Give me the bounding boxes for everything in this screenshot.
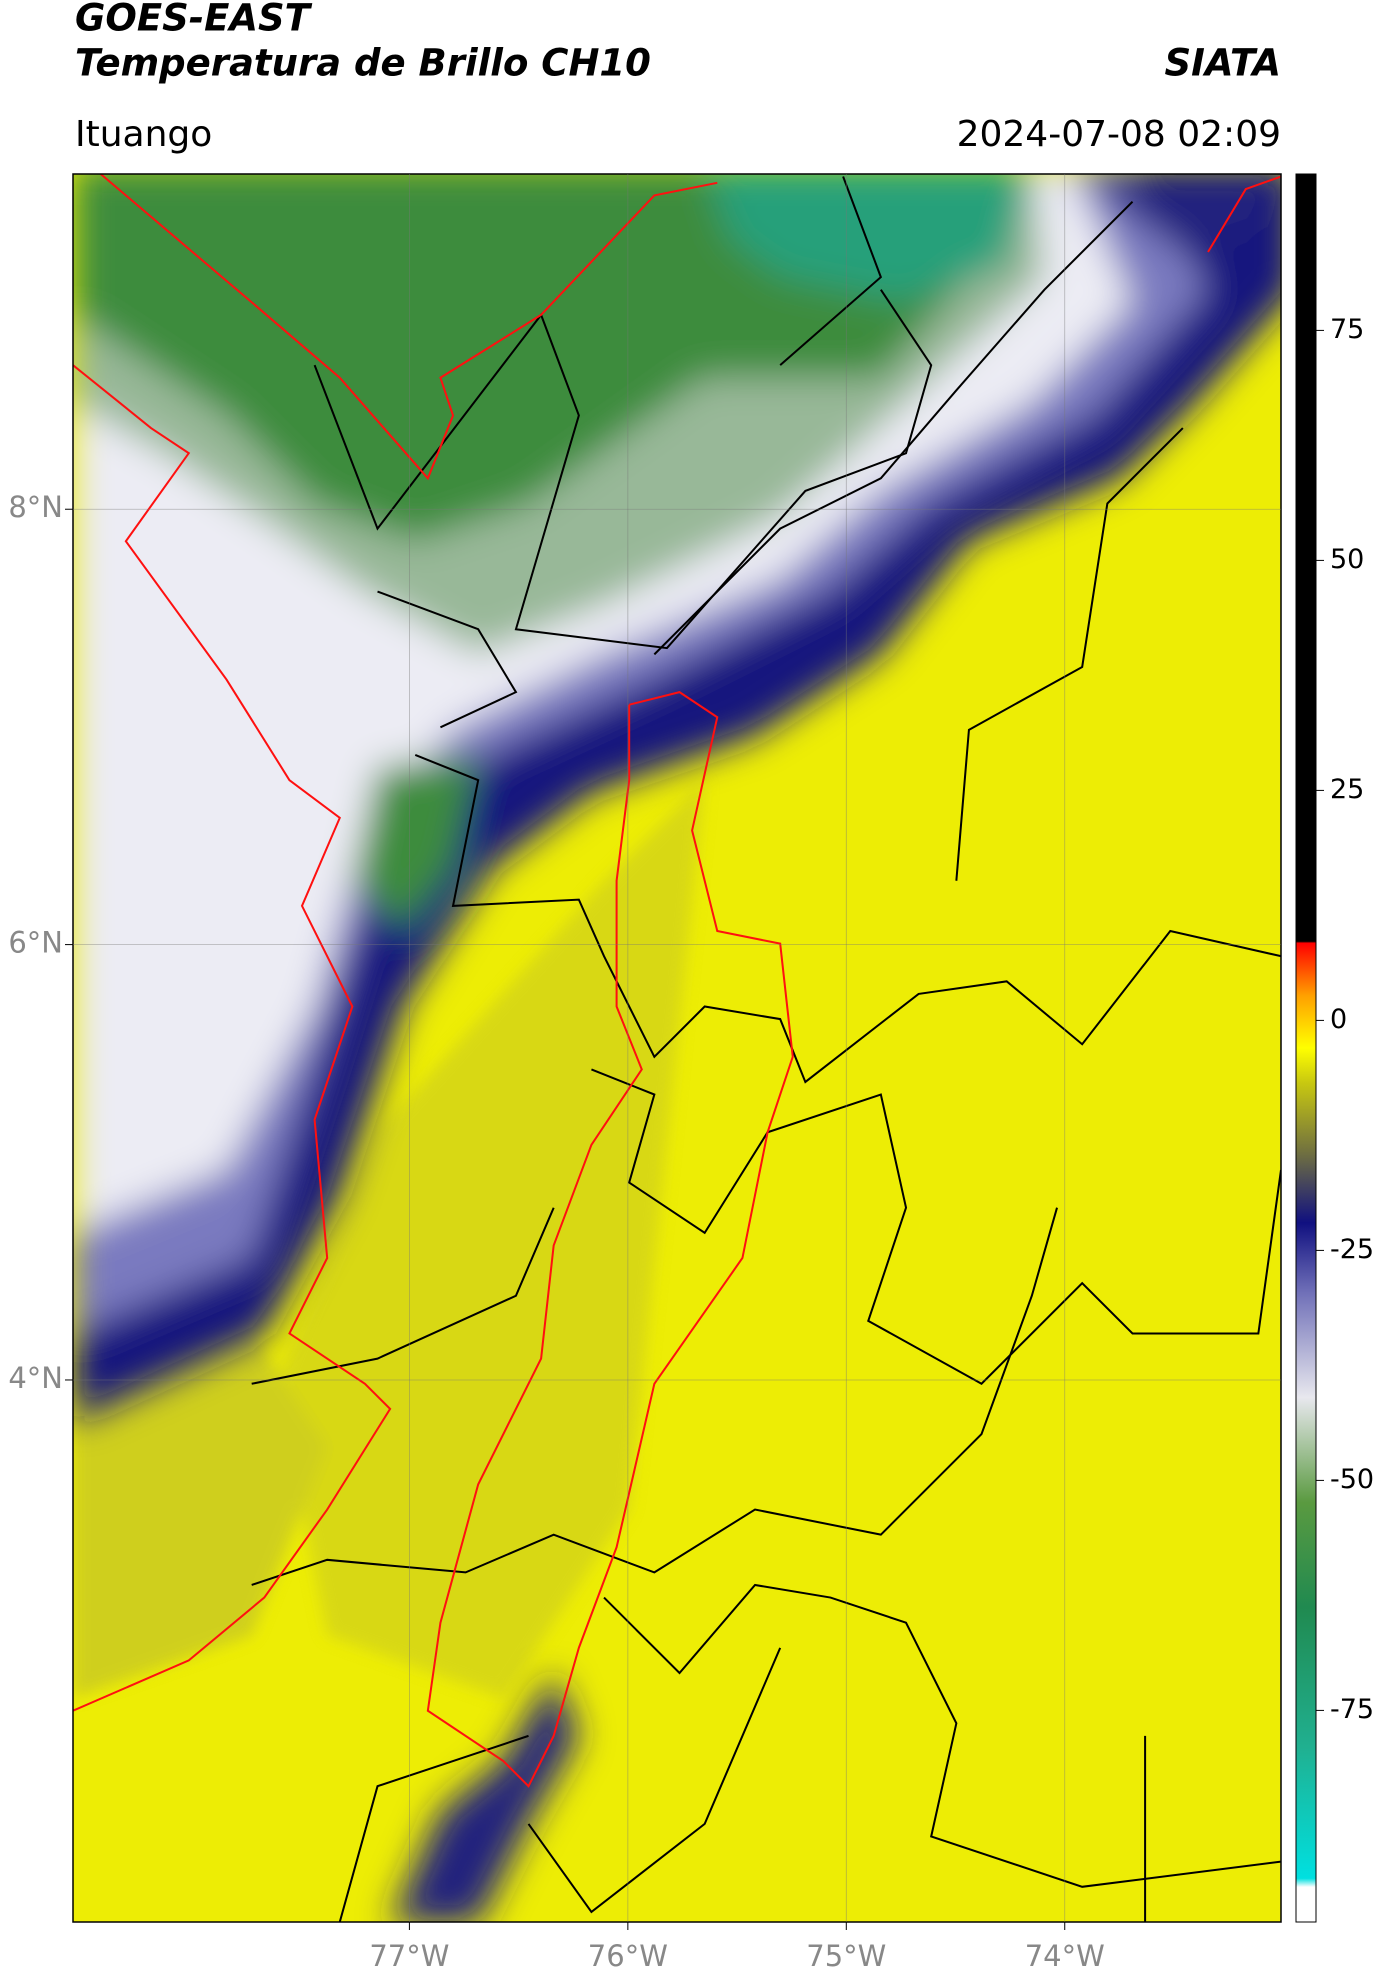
- map-frame: [72, 173, 1282, 1923]
- colorbar: [1295, 173, 1317, 1923]
- colorbar-tick-label: 75: [1330, 314, 1364, 345]
- colorbar-tick-label: -75: [1330, 1694, 1374, 1725]
- lat-tick-label: 8°N: [8, 490, 63, 524]
- lat-tick-label: 4°N: [8, 1361, 63, 1395]
- title: GOES-EAST: [75, 0, 313, 40]
- timestamp: 2024-07-08 02:09: [957, 114, 1281, 155]
- lon-tick-label: 75°W: [806, 1939, 886, 1973]
- colorbar-tick-label: 50: [1330, 544, 1364, 575]
- lon-tick-label: 74°W: [1025, 1939, 1105, 1973]
- satellite-image: [73, 174, 1281, 1922]
- lon-tick-label: 77°W: [369, 1939, 449, 1973]
- lon-tick-label: 76°W: [588, 1939, 668, 1973]
- colorbar-tick-label: 25: [1330, 774, 1364, 805]
- subtitle: Temperatura de Brillo CH10: [75, 42, 651, 85]
- brand: SIATA: [1164, 42, 1281, 85]
- colorbar-tick-label: -25: [1330, 1234, 1374, 1265]
- lat-tick-label: 6°N: [8, 926, 63, 960]
- colorbar-tick-label: -50: [1330, 1464, 1374, 1495]
- location: Ituango: [75, 114, 212, 155]
- colorbar-tick-label: 0: [1330, 1004, 1347, 1035]
